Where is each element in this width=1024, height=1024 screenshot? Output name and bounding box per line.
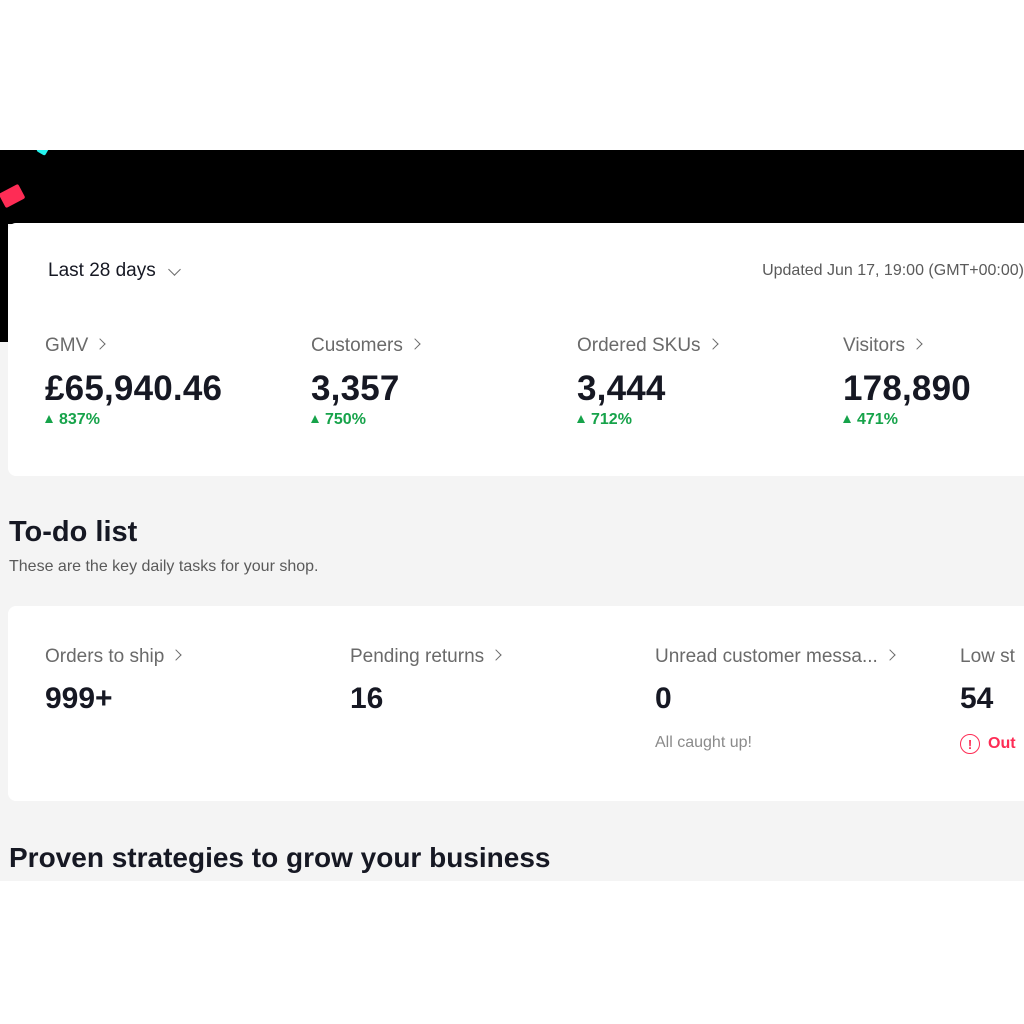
banner-edge [0, 224, 8, 342]
metric-change-value: 712% [591, 411, 632, 428]
todo-title: To-do list [9, 516, 138, 548]
metric-customers: Customers 3,357 750% [311, 335, 421, 429]
metric-change: 712% [577, 411, 717, 429]
todo-card: Orders to ship 999+ Pending returns 16 U… [8, 606, 1024, 801]
metric-value: 3,444 [577, 369, 666, 408]
metric-label: Customers [311, 335, 403, 356]
todo-warning-text: Out [988, 735, 1016, 752]
metric-gmv: GMV £65,940.46 837% [45, 335, 222, 429]
todo-note: All caught up! [655, 734, 752, 751]
metric-value: 3,357 [311, 369, 400, 408]
metric-label: GMV [45, 335, 89, 356]
metric-change: 471% [843, 411, 971, 429]
metric-change: 837% [45, 411, 222, 429]
date-range-dropdown[interactable]: Last 28 days [48, 260, 181, 282]
top-banner [0, 150, 1024, 224]
chevron-right-icon [911, 338, 923, 350]
metric-change-value: 837% [59, 411, 100, 428]
metric-change-value: 750% [325, 411, 366, 428]
metric-change-value: 471% [857, 411, 898, 428]
metric-ordered-skus-link[interactable]: Ordered SKUs [577, 335, 719, 357]
todo-value: 999+ [45, 682, 113, 715]
metric-ordered-skus: Ordered SKUs 3,444 712% [577, 335, 719, 429]
todo-label: Pending returns [350, 646, 485, 667]
todo-pending-returns: Pending returns 16 [350, 646, 502, 716]
todo-value: 16 [350, 682, 384, 715]
todo-orders-to-ship: Orders to ship 999+ [45, 646, 182, 716]
todo-pending-returns-link[interactable]: Pending returns [350, 646, 502, 668]
todo-label: Low st [960, 646, 1015, 667]
todo-label: Unread customer messa... [655, 646, 878, 667]
performance-summary-card: Last 28 days Updated Jun 17, 19:00 (GMT+… [8, 223, 1024, 476]
brand-shape-cyan [36, 150, 50, 156]
chevron-right-icon [409, 338, 421, 350]
date-range-label: Last 28 days [48, 260, 156, 281]
todo-subtitle: These are the key daily tasks for your s… [9, 558, 319, 575]
metric-change: 750% [311, 411, 419, 429]
todo-warning: ! Out [960, 734, 1016, 754]
todo-value: 0 [655, 682, 672, 715]
metric-gmv-link[interactable]: GMV [45, 335, 222, 357]
metric-label: Visitors [843, 335, 905, 356]
seller-dashboard: Last 28 days Updated Jun 17, 19:00 (GMT+… [0, 150, 1024, 881]
alert-circle-icon: ! [960, 734, 980, 754]
metric-value: 178,890 [843, 369, 971, 408]
arrow-up-icon [311, 415, 319, 423]
chevron-down-icon [167, 262, 181, 276]
todo-orders-to-ship-link[interactable]: Orders to ship [45, 646, 182, 668]
strategies-title: Proven strategies to grow your business [9, 842, 551, 873]
metric-visitors: Visitors 178,890 471% [843, 335, 971, 429]
arrow-up-icon [577, 415, 585, 423]
chevron-right-icon [884, 649, 896, 661]
todo-unread-messages-link[interactable]: Unread customer messa... [655, 646, 896, 668]
arrow-up-icon [843, 415, 851, 423]
brand-shape-pink [0, 183, 26, 209]
metric-customers-link[interactable]: Customers [311, 335, 421, 357]
chevron-right-icon [490, 649, 502, 661]
metric-visitors-link[interactable]: Visitors [843, 335, 971, 357]
todo-label: Orders to ship [45, 646, 165, 667]
todo-unread-messages: Unread customer messa... 0 All caught up… [655, 646, 896, 752]
metric-label: Ordered SKUs [577, 335, 701, 356]
todo-value: 54 [960, 682, 994, 715]
chevron-right-icon [706, 338, 719, 350]
todo-low-stock-link[interactable]: Low st [960, 646, 1016, 668]
arrow-up-icon [45, 415, 53, 423]
metric-value: £65,940.46 [45, 369, 223, 408]
chevron-right-icon [94, 338, 106, 350]
chevron-right-icon [170, 649, 182, 661]
last-updated-text: Updated Jun 17, 19:00 (GMT+00:00) [762, 262, 1024, 279]
todo-low-stock: Low st 54 ! Out [960, 646, 1016, 754]
